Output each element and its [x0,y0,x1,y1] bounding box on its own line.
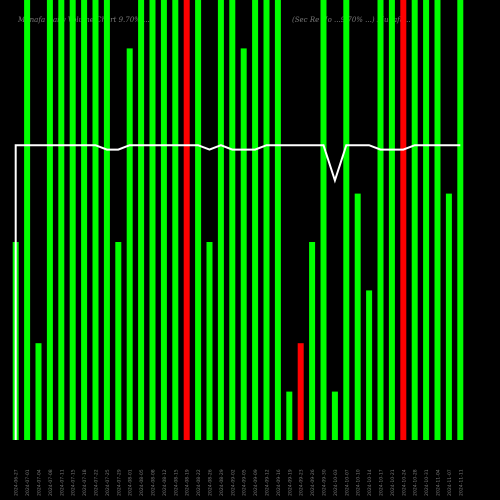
x-tick-label: 2024-09-30 [322,469,328,496]
x-tick-label: 2024-07-08 [48,469,54,496]
average-volume-line [14,144,461,440]
volume-bar [126,48,133,441]
x-tick-label: 2024-10-03 [333,469,339,496]
x-tick-label: 2024-08-01 [128,469,134,496]
volume-bar [457,0,464,440]
x-tick-label: 2024-11-11 [458,469,464,496]
volume-bar [354,193,361,440]
volume-bar [377,0,384,440]
volume-bar [331,391,338,440]
volume-bar [103,0,110,440]
x-axis-labels: 2024-06-27 2024-07-01 2024-07-04 2024-07-08… [14,469,465,496]
x-tick-label: 2024-07-22 [94,469,100,496]
volume-bar [297,343,304,440]
volume-bar [320,0,327,440]
x-tick-label: 2024-09-12 [265,469,271,496]
x-tick-label: 2024-08-22 [196,469,202,496]
volume-bar [286,391,293,440]
x-tick-label: 2024-10-21 [390,469,396,496]
x-tick-label: 2024-09-19 [287,469,293,496]
x-tick-label: 2024-10-07 [344,469,350,496]
volume-bar [445,193,452,440]
volume-bar [411,0,418,440]
x-tick-label: 2024-09-05 [242,469,248,496]
x-tick-label: 2024-11-04 [436,469,442,496]
volume-bar [183,0,190,440]
x-tick-label: 2024-10-14 [367,469,373,496]
volume-bar [81,0,88,440]
volume-bar [263,0,270,440]
x-tick-label: 2024-08-15 [173,469,179,496]
volume-bar [252,0,259,440]
volume-bar [58,0,65,440]
volume-bar [172,0,179,440]
volume-bar [160,0,167,440]
line-layer [14,144,461,440]
x-tick-label: 2024-10-10 [356,469,362,496]
volume-bar [400,0,407,440]
x-tick-label: 2024-11-07 [447,469,453,496]
volume-bar [35,343,42,440]
x-tick-label: 2024-07-15 [71,469,77,496]
volume-bar [309,242,316,440]
volume-bar [343,0,350,440]
x-tick-label: 2024-09-16 [276,469,282,496]
volume-bar [69,0,76,440]
volume-bar [366,290,373,440]
volume-bar [274,0,281,440]
volume-bars [12,0,464,441]
volume-bar [434,0,441,440]
volume-bar [206,242,213,440]
x-tick-label: 2024-08-19 [185,469,191,496]
x-tick-label: 2024-09-09 [253,469,259,496]
x-tick-label: 2024-07-25 [105,469,111,496]
x-tick-label: 2024-07-01 [25,469,31,496]
x-tick-label: 2024-08-29 [219,469,225,496]
x-tick-label: 2024-10-28 [413,469,419,496]
x-tick-label: 2024-08-08 [151,469,157,496]
chart-title-right: (Sec Re No ...9.70% ...) Munafa... [292,16,411,24]
x-tick-label: 2024-09-02 [230,469,236,496]
x-tick-label: 2024-10-24 [401,469,407,496]
volume-bar [149,0,156,440]
volume-bar [24,0,31,440]
x-tick-label: 2024-07-04 [37,469,43,496]
x-tick-label: 2024-06-27 [14,469,20,496]
x-tick-label: 2024-07-29 [116,469,122,496]
volume-bar [138,0,145,440]
volume-bar [195,0,202,440]
x-tick-label: 2024-10-31 [424,469,430,496]
volume-bar [92,0,99,440]
volume-bar [229,0,236,440]
x-tick-label: 2024-07-18 [82,469,88,496]
x-tick-label: 2024-08-26 [208,469,214,496]
volume-bar [217,0,224,440]
volume-bar [423,0,430,440]
volume-bar [46,0,53,440]
x-tick-label: 2024-07-11 [59,469,65,496]
x-tick-label: 2024-08-12 [162,469,168,496]
x-tick-label: 2024-10-17 [379,469,385,496]
x-tick-label: 2024-09-23 [299,469,305,496]
x-tick-label: 2024-08-05 [139,469,145,496]
x-tick-label: 2024-09-26 [310,469,316,496]
volume-bar [240,48,247,441]
volume-bar [388,0,395,440]
volume-bar [115,242,122,440]
